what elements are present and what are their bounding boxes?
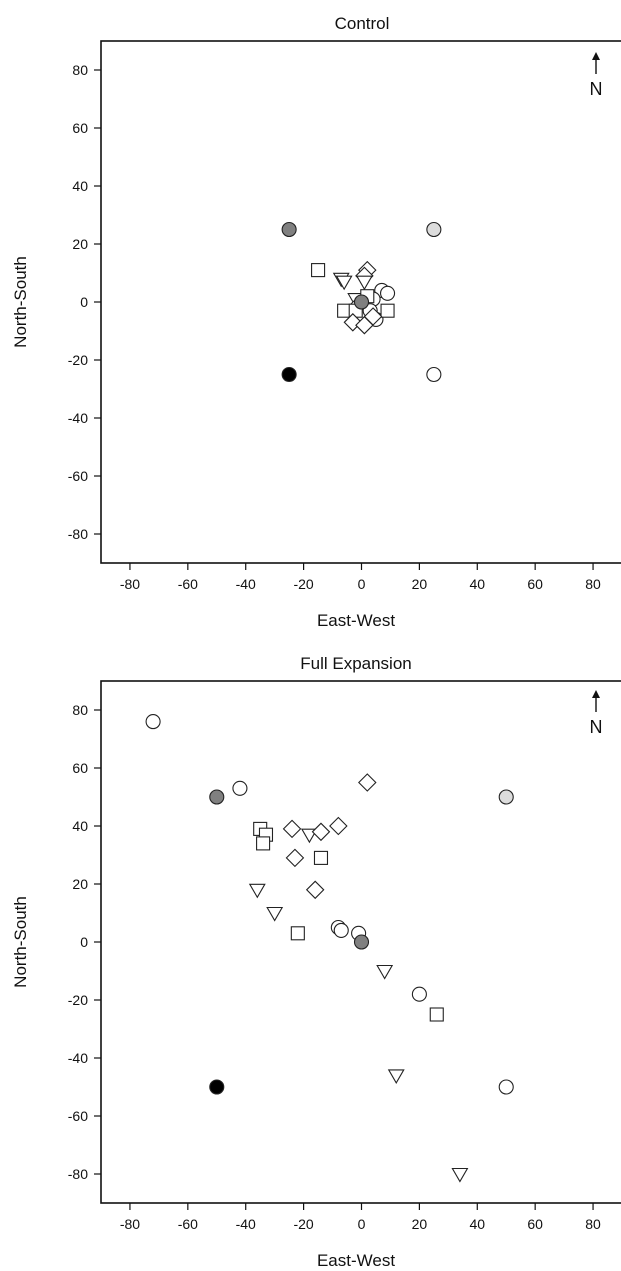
circle-marker [333, 922, 349, 938]
circle-marker [145, 714, 161, 730]
x-tick-label: 80 [585, 576, 601, 592]
x-axis-title: East-West [317, 611, 395, 630]
triangle-marker [451, 1167, 469, 1183]
data-points [281, 221, 442, 383]
x-tick-label: 0 [358, 1216, 366, 1232]
circle-marker [426, 221, 442, 238]
triangle-marker [376, 964, 394, 980]
diamond-marker [285, 848, 305, 868]
x-axis-ticks: -80 -60 -40 -20 0 20 40 60 80 [120, 1203, 601, 1232]
y-tick-label: 0 [80, 934, 88, 950]
x-axis-ticks: -80 -60 -40 -20 0 20 40 60 80 [120, 563, 601, 592]
diamond-marker [358, 773, 377, 792]
circle-marker [209, 1079, 225, 1095]
diamond-marker [282, 819, 302, 839]
y-tick-label: 60 [72, 120, 88, 136]
x-tick-label: -20 [293, 576, 313, 592]
panel-full-expansion: Full Expansion N -80 -60 -40 -20 0 20 40 60 80 -… [11, 654, 621, 1270]
circle-marker [498, 1079, 514, 1095]
square-marker [256, 836, 271, 851]
diamond-marker [311, 822, 331, 842]
circle-marker [281, 366, 297, 383]
square-marker [380, 303, 395, 318]
triangle-marker [248, 883, 266, 899]
square-marker [311, 263, 326, 278]
y-tick-label: 80 [72, 62, 88, 78]
north-label: N [590, 79, 603, 99]
x-tick-label: 0 [358, 576, 366, 592]
triangle-marker [335, 275, 353, 291]
y-tick-label: -20 [68, 992, 88, 1008]
square-marker [313, 850, 329, 865]
square-marker [429, 1007, 444, 1022]
x-tick-label: 40 [469, 576, 485, 592]
circle-marker [411, 986, 427, 1002]
x-tick-label: 20 [412, 576, 428, 592]
x-tick-label: -80 [120, 576, 140, 592]
y-tick-label: -80 [68, 526, 88, 542]
circle-marker [353, 934, 370, 950]
x-tick-label: 80 [585, 1216, 601, 1232]
y-tick-label: 40 [72, 818, 88, 834]
circle-marker [426, 366, 442, 383]
x-tick-label: 40 [469, 1216, 485, 1232]
circle-marker [498, 789, 514, 805]
diamond-marker [329, 816, 348, 836]
circle-marker [353, 294, 370, 310]
chart-title: Control [335, 14, 390, 33]
y-tick-label: 40 [72, 178, 88, 194]
triangle-marker [387, 1069, 405, 1085]
x-tick-label: -40 [236, 576, 256, 592]
y-tick-label: 20 [72, 236, 88, 252]
y-tick-label: 0 [80, 294, 88, 310]
y-tick-label: -40 [68, 1050, 88, 1066]
north-label: N [590, 717, 603, 737]
y-axis-ticks: -80 -60 -40 -20 0 20 40 60 80 [68, 702, 101, 1182]
x-tick-label: 60 [527, 576, 543, 592]
y-tick-label: 60 [72, 760, 88, 776]
y-tick-label: 20 [72, 876, 88, 892]
triangle-marker [266, 906, 284, 922]
triangle-marker [355, 275, 373, 291]
y-tick-label: -20 [68, 352, 88, 368]
x-tick-label: 20 [412, 1216, 428, 1232]
y-tick-label: -40 [68, 410, 88, 426]
data-points [145, 714, 514, 1183]
y-tick-label: -80 [68, 1166, 88, 1182]
y-axis-title: North-South [11, 896, 30, 988]
y-tick-label: 80 [72, 702, 88, 718]
y-tick-label: -60 [68, 1108, 88, 1124]
chart-title: Full Expansion [300, 654, 412, 673]
panel-control: Control N -80 -60 -40 -20 0 20 40 60 80 -80 -60 -4… [11, 14, 621, 630]
diamond-marker [363, 307, 383, 326]
x-tick-label: -40 [236, 1216, 256, 1232]
x-tick-label: 60 [527, 1216, 543, 1232]
circle-marker [281, 221, 297, 238]
square-marker [290, 926, 305, 941]
x-tick-label: -60 [178, 576, 198, 592]
north-arrow: N [590, 690, 603, 737]
y-axis-title: North-South [11, 256, 30, 348]
north-arrow: N [590, 52, 603, 99]
y-axis-ticks: -80 -60 -40 -20 0 20 40 60 80 [68, 62, 101, 542]
x-axis-title: East-West [317, 1251, 395, 1270]
circle-marker [209, 789, 225, 805]
y-tick-label: -60 [68, 468, 88, 484]
circle-marker [379, 285, 396, 301]
diamond-marker [305, 880, 325, 900]
x-tick-label: -60 [178, 1216, 198, 1232]
x-tick-label: -20 [293, 1216, 313, 1232]
x-tick-label: -80 [120, 1216, 140, 1232]
circle-marker [232, 780, 248, 796]
